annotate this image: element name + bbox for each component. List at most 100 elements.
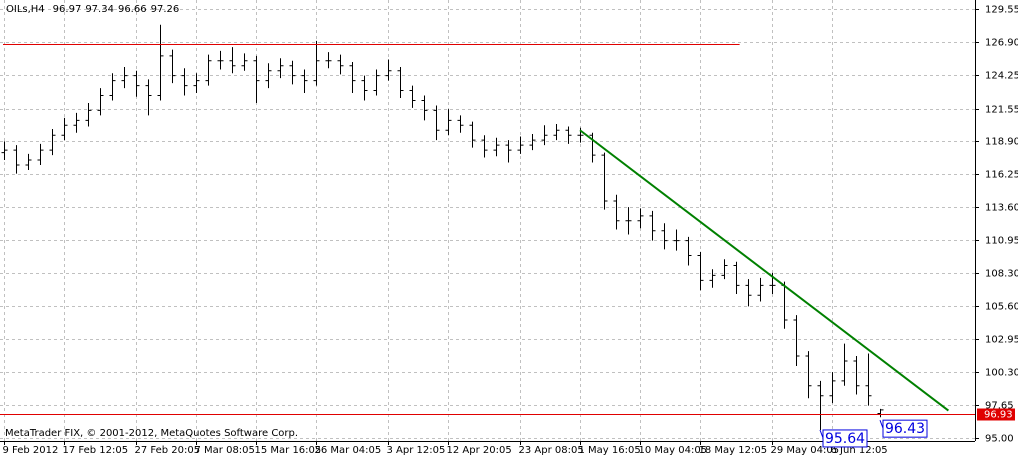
ohlc-bar (529, 133, 536, 151)
y-tick-label: 95.00 (985, 434, 1014, 445)
ohlc-bar (793, 315, 800, 366)
x-tick-label: 23 Apr 08:05 (519, 445, 584, 456)
ohlc-bar (193, 73, 200, 94)
y-tick-label: 118.90 (985, 137, 1018, 148)
x-tick-label: 15 Mar 16:05 (255, 445, 322, 456)
x-tick-label: 6 Jun 12:05 (831, 445, 888, 456)
ohlc-bar (853, 356, 860, 395)
ohlc-bar (121, 66, 128, 89)
y-tick-label: 102.95 (985, 335, 1018, 346)
ohlc-bar (25, 153, 32, 170)
ohlc-bar (649, 210, 656, 241)
ohlc-bar (61, 117, 68, 141)
ohlc-bar (673, 229, 680, 251)
ohlc-bar (349, 62, 356, 94)
ohlc-bar (433, 105, 440, 141)
header-value: 96.66 (118, 4, 147, 15)
ohlc-bar (709, 269, 716, 288)
ohlc-bar (289, 60, 296, 85)
ohlc-bar (73, 112, 80, 133)
ohlc-bar (685, 236, 692, 266)
x-tick-label: 27 Feb 20:05 (135, 445, 201, 456)
ohlc-bar (733, 261, 740, 294)
ohlc-bar (145, 79, 152, 116)
chart-header: OILs,H4 96.97 97.34 96.66 97.26 (6, 4, 179, 15)
ohlc-bar (49, 129, 56, 156)
ohlc-bar (493, 137, 500, 157)
ohlc-bar (217, 50, 224, 70)
ohlc-bar (265, 63, 272, 89)
ohlc-bar (385, 59, 392, 81)
ohlc-bar (421, 95, 428, 121)
ohlc-bar (877, 408, 884, 418)
y-tick-label: 116.25 (985, 170, 1018, 181)
ohlc-bar (865, 353, 872, 406)
ohlc-bar (181, 68, 188, 96)
bid-label: 96.93 (984, 410, 1013, 421)
ohlc-bar (337, 54, 344, 75)
ohlc-bar (625, 207, 632, 235)
ohlc-bar (829, 372, 836, 404)
chart-title: OILs,H4 (6, 4, 45, 15)
x-tick-label: 12 Apr 20:05 (447, 445, 512, 456)
y-tick-label: 110.95 (985, 236, 1018, 247)
header-value: 96.97 (53, 4, 82, 15)
ohlc-bar (97, 88, 104, 116)
y-tick-label: 105.60 (985, 302, 1018, 313)
ohlc-bar (37, 143, 44, 165)
x-tick-label: 1 May 16:05 (579, 445, 641, 456)
ohlc-bar (397, 66, 404, 98)
ohlc-bar (697, 251, 704, 291)
ohlc-bar (541, 125, 548, 146)
ohlc-bar (277, 58, 284, 79)
y-tick-label: 100.30 (985, 368, 1018, 379)
ohlc-bar (553, 124, 560, 141)
ohlc-bar (205, 54, 212, 86)
ohlc-bar (229, 47, 236, 74)
ohlc-bar (457, 115, 464, 133)
ohlc-bar (745, 279, 752, 307)
ohlc-bar (661, 223, 668, 250)
x-tick-label: 17 Feb 12:05 (63, 445, 129, 456)
y-tick-label: 108.30 (985, 269, 1018, 280)
ohlc-bar (805, 351, 812, 399)
ohlc-bar (757, 277, 764, 302)
ohlc-bar (565, 126, 572, 144)
header-value: 97.34 (85, 4, 114, 15)
ohlc-bar (109, 73, 116, 101)
y-tick-label: 113.60 (985, 203, 1018, 214)
ohlc-bar (325, 52, 332, 69)
ohlc-bar (601, 152, 608, 210)
ohlc-bar (409, 85, 416, 108)
x-tick-label: 3 Apr 12:05 (387, 445, 446, 456)
ohlc-bar (85, 102, 92, 127)
footer: MetaTrader FIX, © 2001-2012, MetaQuotes … (5, 428, 298, 439)
ohlc-bar (241, 53, 248, 71)
ohlc-bar (361, 75, 368, 101)
ohlc-bar (517, 136, 524, 154)
y-tick-label: 121.55 (985, 105, 1018, 116)
ohlc-bar (1, 141, 8, 161)
ohlc-bar (589, 132, 596, 163)
ohlc-bar (157, 24, 164, 101)
ohlc-bar (817, 380, 824, 430)
ohlc-bar (169, 49, 176, 84)
ohlc-bar (373, 69, 380, 96)
y-tick-label: 124.25 (985, 71, 1018, 82)
ohlc-bar (721, 259, 728, 280)
plot (0, 24, 975, 430)
x-tick-label: 18 May 12:05 (699, 445, 768, 456)
ohlc-bar (313, 40, 320, 86)
ohlc-bar (13, 145, 20, 174)
ohlc-bar (841, 343, 848, 386)
y-tick-label: 97.65 (985, 401, 1014, 412)
x-tick-label: 7 Mar 08:05 (195, 445, 255, 456)
annotation-box (882, 419, 928, 438)
ohlc-bar (637, 208, 644, 229)
header-value: 97.26 (151, 4, 180, 15)
y-tick-label: 129.55 (985, 5, 1018, 16)
bid-label-box (977, 408, 1015, 421)
